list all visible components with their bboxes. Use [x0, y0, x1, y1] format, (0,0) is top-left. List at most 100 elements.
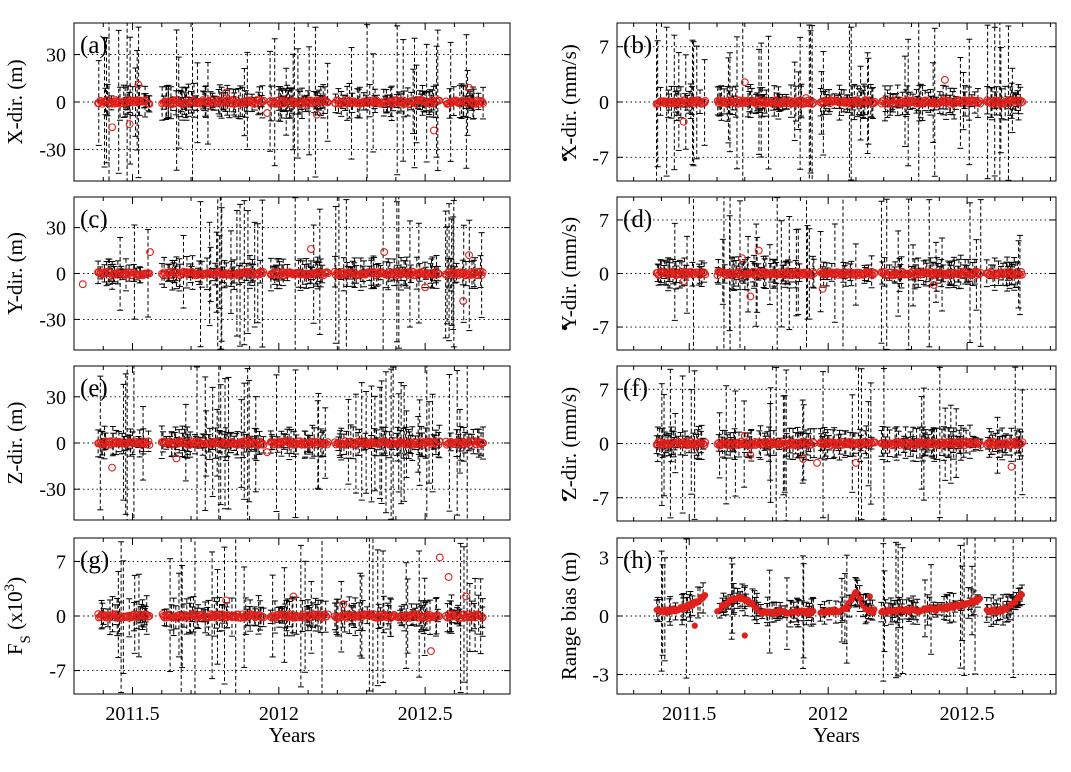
data-point-317	[479, 439, 488, 447]
data-point-196	[337, 99, 346, 108]
outlier-point-3	[263, 109, 272, 118]
data-point-283	[976, 99, 985, 108]
series	[78, 197, 487, 350]
panels: 30 0 -30 (a) X-dir. (m) 7 0 -7 (b) X-dir. (mm/s) 3…	[2, 22, 1057, 747]
ytick-label-1: 0	[56, 264, 66, 286]
data-point-61	[173, 268, 182, 277]
data-point-317	[1018, 97, 1027, 106]
ytick-label-1: 0	[599, 92, 609, 114]
data-point-135	[257, 267, 266, 276]
data-point-250	[397, 97, 406, 106]
data-point-188	[869, 99, 878, 108]
data-point-44	[699, 439, 708, 448]
ytick-label-1: 0	[599, 264, 609, 286]
outlier-point-6	[421, 283, 430, 292]
data-point-133	[805, 438, 814, 447]
data-point-282	[975, 270, 984, 279]
data-point-46	[701, 438, 710, 447]
data-point-46	[701, 270, 710, 279]
outlier-point-3	[801, 94, 810, 103]
data-point-136	[258, 439, 267, 448]
panel-a: 30 0 -30 (a) X-dir. (m)	[3, 22, 511, 182]
outlier-point-3	[245, 435, 254, 444]
outlier-point-6	[465, 83, 473, 92]
data-point-316	[478, 97, 487, 106]
panel-d: 7 0 -7 (d) Y-dir. (mm/s)	[557, 196, 1057, 351]
data-point-317	[478, 268, 487, 277]
outlier-point-4	[312, 110, 321, 119]
panel-f: 70-7(f)Z-dir. (mm/s)	[557, 365, 1057, 522]
ytick-label-0: 30	[46, 45, 66, 67]
outlier-point-0	[754, 246, 763, 255]
outlier-point-4	[929, 281, 938, 289]
series	[94, 23, 488, 181]
ytick-label-0: 7	[599, 37, 609, 59]
data-point-33	[130, 437, 139, 446]
data-point-136	[258, 97, 267, 106]
data-point-47	[158, 269, 166, 278]
data-point-188	[322, 268, 331, 277]
data-point-135	[807, 271, 816, 280]
data-point-64	[732, 269, 740, 278]
outlier-point-4	[459, 297, 468, 305]
data-point-137	[259, 267, 268, 276]
data-point-13	[666, 439, 675, 448]
outlier-point-0	[740, 78, 749, 87]
outlier-point-1	[738, 254, 746, 263]
data-point-46	[145, 440, 154, 449]
series	[94, 366, 488, 520]
panel-label: (a)	[80, 32, 108, 59]
outlier-point-5	[679, 277, 688, 286]
ytick-label-2: -7	[592, 317, 609, 339]
data-point-137	[259, 440, 268, 449]
ytick-label-0: 30	[46, 218, 66, 240]
panel-label: (d)	[623, 206, 652, 233]
outlier-point-2	[380, 248, 389, 257]
outlier-point-2	[940, 75, 949, 84]
outlier-point-2	[125, 120, 134, 129]
outlier-point-1	[307, 245, 315, 253]
data-point-44	[699, 99, 708, 108]
outlier-point-5	[429, 126, 438, 135]
data-point-277	[969, 96, 978, 105]
data-point-247	[394, 438, 403, 447]
panel-label: (b)	[623, 32, 652, 59]
outlier-point-1	[108, 123, 116, 132]
data-point-317	[479, 99, 488, 108]
derivative-dot	[562, 156, 568, 162]
derivative-dot	[562, 325, 568, 331]
ytick-label-2: -30	[39, 139, 66, 161]
data-point-279	[972, 96, 981, 105]
outlier-point-0	[134, 80, 143, 89]
data-point-191	[331, 270, 340, 279]
outlier-point-0	[146, 248, 155, 257]
data-point-276	[427, 99, 436, 108]
data-point-316	[1017, 98, 1025, 107]
data-point-137	[259, 96, 268, 105]
ytick-label-1: 0	[56, 92, 66, 114]
outlier-point-2	[263, 448, 272, 457]
data-point-281	[973, 269, 982, 278]
data-point-189	[323, 98, 332, 107]
y-axis-title: Y-dir. (mm/s)	[557, 217, 581, 330]
data-point-281	[432, 267, 441, 276]
data-point-46	[701, 97, 710, 105]
ytick-label-2: -30	[39, 309, 66, 331]
outlier-point-4	[435, 437, 444, 446]
outlier-point-3	[465, 251, 473, 260]
data-point-283	[976, 269, 985, 277]
data-point-45	[144, 99, 153, 108]
y-axis-title: X-dir. (mm/s)	[557, 44, 581, 160]
outlier-point-0	[108, 463, 116, 472]
data-point-23	[119, 270, 128, 279]
outlier-point-2	[746, 292, 755, 301]
data-point-315	[476, 96, 485, 105]
data-point-46	[145, 100, 154, 108]
outlier-point-5	[78, 280, 87, 289]
data-point-133	[255, 438, 264, 447]
ytick-label-1: 0	[56, 433, 66, 455]
y-axis-title: Y-dir. (m)	[3, 232, 27, 315]
ytick-label-0: 7	[599, 210, 609, 232]
panel-label: (c)	[80, 206, 108, 233]
